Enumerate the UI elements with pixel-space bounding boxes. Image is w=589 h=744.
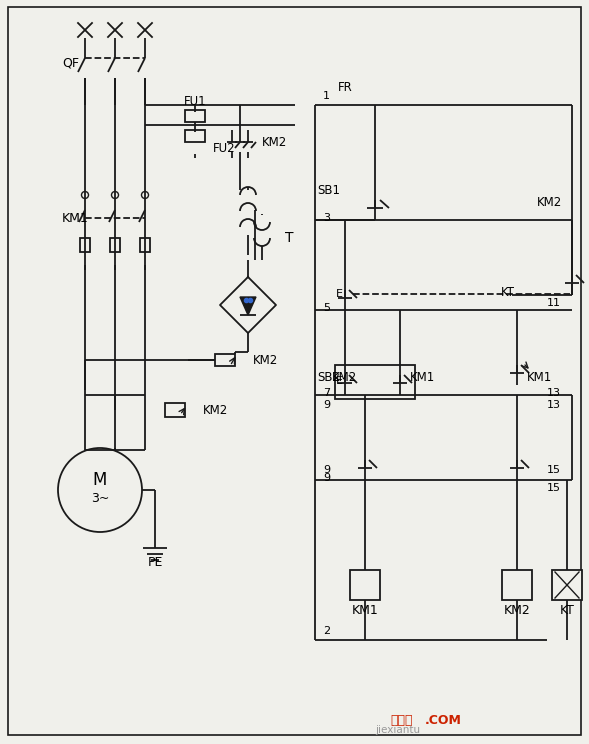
Text: 15: 15	[547, 483, 561, 493]
Bar	[502, 570, 532, 600]
Text: 11: 11	[547, 298, 561, 308]
Text: 5: 5	[323, 303, 330, 313]
Bar	[552, 570, 582, 600]
Text: KM2: KM2	[203, 403, 229, 417]
Text: FU2: FU2	[213, 141, 236, 155]
Text: 3~: 3~	[91, 492, 109, 504]
Text: KM1: KM1	[527, 371, 552, 383]
Text: KM1: KM1	[352, 603, 378, 617]
Text: 接线图: 接线图	[390, 713, 412, 726]
Bar	[80, 238, 90, 252]
Text: FU1: FU1	[184, 95, 206, 108]
Polygon shape	[240, 297, 256, 315]
Bar	[350, 570, 380, 600]
Text: KM2: KM2	[262, 135, 287, 149]
Text: 3: 3	[323, 213, 330, 223]
Text: SB2: SB2	[317, 371, 340, 383]
Text: 7: 7	[323, 388, 330, 398]
Text: 2: 2	[323, 626, 330, 636]
Text: KM2: KM2	[332, 371, 357, 383]
Text: KT: KT	[501, 286, 515, 298]
Bar	[185, 130, 205, 142]
Bar	[215, 354, 235, 366]
Text: T: T	[285, 231, 293, 245]
Text: QF: QF	[62, 57, 79, 69]
Text: SB1: SB1	[317, 184, 340, 196]
Bar	[110, 238, 120, 252]
Text: 9: 9	[323, 473, 330, 483]
Text: 13: 13	[547, 388, 561, 398]
Text: KM2: KM2	[504, 603, 530, 617]
Text: 9: 9	[323, 400, 330, 410]
Text: 1: 1	[323, 91, 330, 101]
Text: FR: FR	[338, 80, 353, 94]
Text: KM2: KM2	[537, 196, 562, 208]
Text: M: M	[93, 471, 107, 489]
Text: KM2: KM2	[253, 353, 278, 367]
Text: 9: 9	[323, 465, 330, 475]
Text: PE: PE	[147, 556, 163, 568]
Bar	[140, 238, 150, 252]
Text: jiexiantu: jiexiantu	[375, 725, 420, 735]
Text: 15: 15	[547, 465, 561, 475]
Text: .COM: .COM	[425, 713, 462, 726]
Text: E: E	[336, 289, 343, 299]
Text: E: E	[336, 376, 343, 386]
Text: KM1: KM1	[62, 211, 89, 225]
Bar	[165, 403, 185, 417]
Bar	[335, 365, 415, 399]
Text: 13: 13	[547, 400, 561, 410]
Bar	[185, 110, 205, 122]
Text: KT: KT	[560, 603, 574, 617]
Text: KM1: KM1	[410, 371, 435, 383]
